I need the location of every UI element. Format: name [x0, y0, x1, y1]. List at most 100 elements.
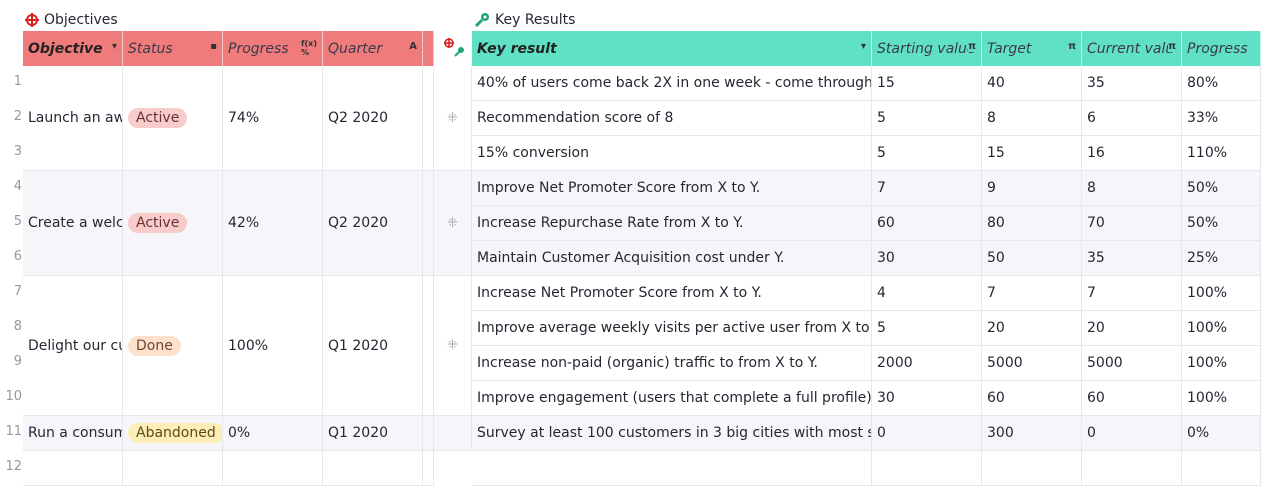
kr-cell-target[interactable]: 15 [982, 136, 1082, 171]
kr-cell-start[interactable]: 2000 [872, 346, 982, 381]
kr-cell-current[interactable]: 0 [1082, 416, 1182, 451]
kr-cell-target[interactable]: 20 [982, 311, 1082, 346]
kr-cell-start[interactable]: 7 [872, 171, 982, 206]
empty-cell[interactable] [423, 451, 434, 486]
col-header-kr-progress[interactable]: Progress [1182, 31, 1261, 66]
empty-cell[interactable] [872, 451, 982, 486]
objective-cell-objective[interactable]: Launch an aw [23, 66, 123, 171]
kr-cell-target[interactable]: 50 [982, 241, 1082, 276]
link-cell[interactable]: ⁜ [434, 171, 472, 276]
objective-cell-progress[interactable]: 100% [223, 276, 323, 416]
kr-cell-start[interactable]: 30 [872, 381, 982, 416]
col-header-current-value[interactable]: Current valu π [1082, 31, 1182, 66]
col-header-starting-value[interactable]: Starting value π [872, 31, 982, 66]
objective-cell-status[interactable]: Active [123, 66, 223, 171]
kr-cell-start[interactable]: 30 [872, 241, 982, 276]
kr-cell-start[interactable]: 15 [872, 66, 982, 101]
col-header-objective[interactable]: Objective ▾ [23, 31, 123, 66]
kr-cell-current[interactable]: 6 [1082, 101, 1182, 136]
link-cell[interactable] [434, 416, 472, 451]
kr-cell-progress[interactable]: 0% [1182, 416, 1261, 451]
kr-cell-target[interactable]: 300 [982, 416, 1082, 451]
link-cell[interactable]: ⁜ [434, 66, 472, 171]
objective-cell-progress[interactable]: 42% [223, 171, 323, 276]
kr-cell-start[interactable]: 0 [872, 416, 982, 451]
kr-cell-kr[interactable]: Increase non-paid (organic) traffic to f… [472, 346, 872, 381]
kr-cell-progress[interactable]: 33% [1182, 101, 1261, 136]
objective-cell-spacer[interactable] [423, 416, 434, 451]
kr-cell-kr[interactable]: Improve average weekly visits per active… [472, 311, 872, 346]
kr-cell-target[interactable]: 7 [982, 276, 1082, 311]
empty-cell[interactable] [23, 451, 123, 486]
objective-cell-quarter[interactable]: Q1 2020 [323, 276, 423, 416]
objective-cell-objective[interactable]: Run a consum [23, 416, 123, 451]
kr-cell-progress[interactable]: 50% [1182, 206, 1261, 241]
col-header-quarter[interactable]: Quarter A [323, 31, 423, 66]
link-cell[interactable]: ⁜ [434, 276, 472, 416]
empty-cell[interactable] [123, 451, 223, 486]
kr-cell-kr[interactable]: Maintain Customer Acquisition cost under… [472, 241, 872, 276]
kr-cell-progress[interactable]: 50% [1182, 171, 1261, 206]
kr-cell-target[interactable]: 60 [982, 381, 1082, 416]
kr-cell-target[interactable]: 5000 [982, 346, 1082, 381]
empty-cell[interactable] [323, 451, 423, 486]
kr-cell-kr[interactable]: 15% conversion [472, 136, 872, 171]
kr-cell-progress[interactable]: 110% [1182, 136, 1261, 171]
objective-cell-quarter[interactable]: Q1 2020 [323, 416, 423, 451]
kr-cell-current[interactable]: 70 [1082, 206, 1182, 241]
kr-cell-start[interactable]: 5 [872, 311, 982, 346]
kr-cell-progress[interactable]: 25% [1182, 241, 1261, 276]
kr-cell-kr[interactable]: 40% of users come back 2X in one week - … [472, 66, 872, 101]
kr-cell-progress[interactable]: 100% [1182, 276, 1261, 311]
link-col-header[interactable] [434, 31, 472, 66]
kr-cell-current[interactable]: 16 [1082, 136, 1182, 171]
kr-cell-progress[interactable]: 100% [1182, 346, 1261, 381]
kr-cell-progress[interactable]: 100% [1182, 311, 1261, 346]
empty-cell[interactable] [1182, 451, 1261, 486]
empty-cell[interactable] [1082, 451, 1182, 486]
kr-cell-kr[interactable]: Increase Repurchase Rate from X to Y. [472, 206, 872, 241]
empty-cell[interactable] [472, 451, 872, 486]
kr-cell-current[interactable]: 7 [1082, 276, 1182, 311]
col-header-key-result[interactable]: Key result ▾ [472, 31, 872, 66]
kr-cell-progress[interactable]: 80% [1182, 66, 1261, 101]
collapse-icon[interactable]: ⁜ [447, 338, 458, 353]
kr-cell-kr[interactable]: Improve Net Promoter Score from X to Y. [472, 171, 872, 206]
objective-cell-progress[interactable]: 74% [223, 66, 323, 171]
kr-cell-start[interactable]: 5 [872, 101, 982, 136]
empty-cell[interactable] [982, 451, 1082, 486]
kr-cell-target[interactable]: 8 [982, 101, 1082, 136]
kr-cell-target[interactable]: 80 [982, 206, 1082, 241]
kr-cell-target[interactable]: 40 [982, 66, 1082, 101]
kr-cell-current[interactable]: 8 [1082, 171, 1182, 206]
col-header-progress[interactable]: Progress f(x)% [223, 31, 323, 66]
kr-cell-kr[interactable]: Increase Net Promoter Score from X to Y. [472, 276, 872, 311]
objective-cell-spacer[interactable] [423, 66, 434, 171]
kr-cell-kr[interactable]: Recommendation score of 8 [472, 101, 872, 136]
kr-cell-kr[interactable]: Improve engagement (users that complete … [472, 381, 872, 416]
objective-cell-status[interactable]: Abandoned [123, 416, 223, 451]
kr-cell-current[interactable]: 5000 [1082, 346, 1182, 381]
col-header-status[interactable]: Status ▪ [123, 31, 223, 66]
kr-cell-progress[interactable]: 100% [1182, 381, 1261, 416]
kr-cell-current[interactable]: 35 [1082, 66, 1182, 101]
kr-cell-kr[interactable]: Survey at least 100 customers in 3 big c… [472, 416, 872, 451]
kr-cell-current[interactable]: 35 [1082, 241, 1182, 276]
collapse-icon[interactable]: ⁜ [447, 110, 458, 126]
kr-cell-current[interactable]: 60 [1082, 381, 1182, 416]
kr-cell-current[interactable]: 20 [1082, 311, 1182, 346]
objective-cell-status[interactable]: Active [123, 171, 223, 276]
objective-cell-spacer[interactable] [423, 171, 434, 276]
collapse-icon[interactable]: ⁜ [447, 215, 458, 231]
objective-cell-status[interactable]: Done [123, 276, 223, 416]
kr-cell-start[interactable]: 5 [872, 136, 982, 171]
empty-cell[interactable] [223, 451, 323, 486]
objective-cell-objective[interactable]: Create a welc [23, 171, 123, 276]
kr-cell-start[interactable]: 4 [872, 276, 982, 311]
objective-cell-quarter[interactable]: Q2 2020 [323, 66, 423, 171]
col-header-target[interactable]: Target π [982, 31, 1082, 66]
kr-cell-start[interactable]: 60 [872, 206, 982, 241]
kr-cell-target[interactable]: 9 [982, 171, 1082, 206]
objective-cell-quarter[interactable]: Q2 2020 [323, 171, 423, 276]
objective-cell-objective[interactable]: Delight our cu [23, 276, 123, 416]
